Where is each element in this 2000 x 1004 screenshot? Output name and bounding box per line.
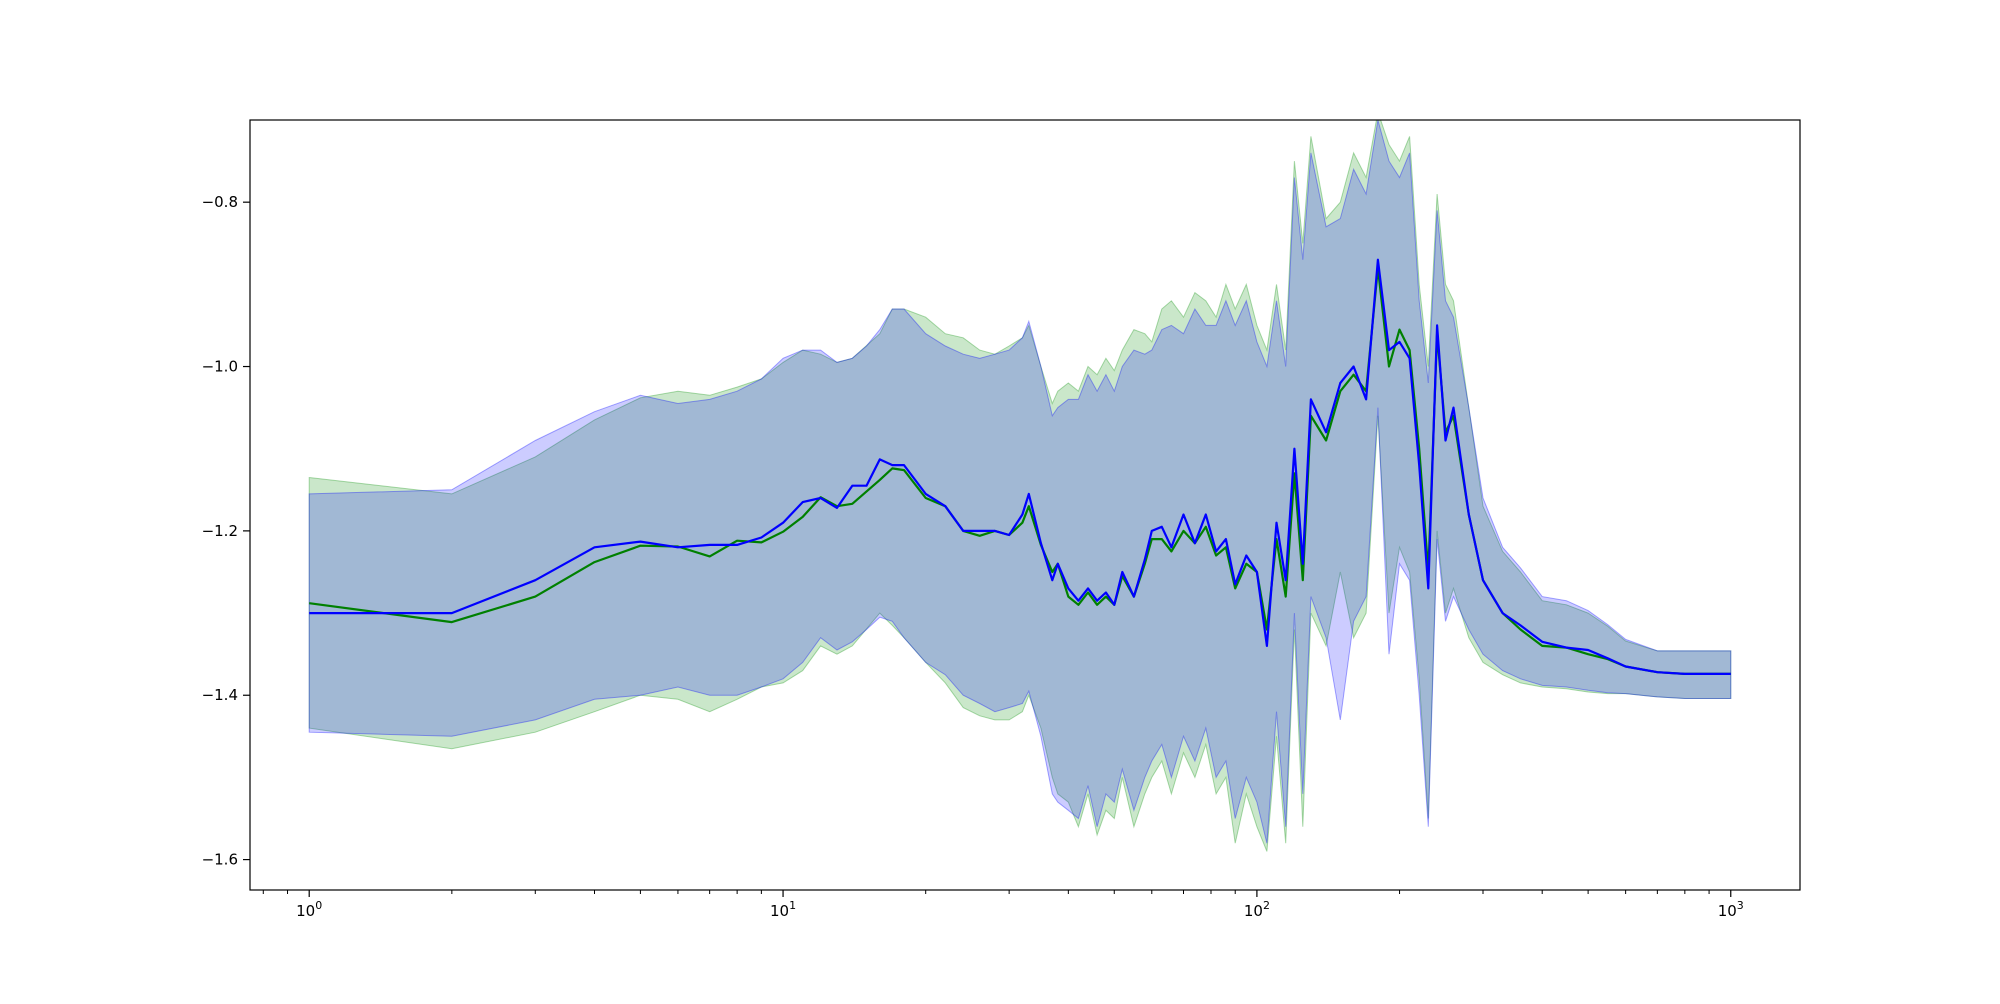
plot-frame [249,119,1801,891]
x-tick-label-base: 10 [1244,902,1263,920]
y-tick-label: −0.8 [202,193,238,211]
x-tick-label-base: 10 [770,902,789,920]
y-axis: −0.8 −1.0 −1.2 −1.4 −1.6 [202,193,250,869]
x-tick-label-exponent: 3 [1737,899,1744,912]
x-tick-label-base: 10 [1718,902,1737,920]
x-tick-label-exponent: 2 [1263,899,1270,912]
x-tick-label: 103 [1718,899,1744,920]
x-tick-label: 101 [770,899,796,920]
series-2-line [309,258,1731,676]
y-tick-label: −1.0 [202,358,238,376]
x-tick-label: 100 [296,899,322,920]
series-1-line [309,266,1731,676]
y-tick-label: −1.4 [202,686,238,704]
x-tick-label-exponent: 1 [789,899,796,912]
y-tick-label: −1.2 [202,522,238,540]
x-tick-label: 102 [1244,899,1270,920]
x-tick-label-base: 10 [296,902,315,920]
x-tick-label-exponent: 0 [315,899,322,912]
y-tick-label: −1.6 [202,851,238,869]
series-lines [309,258,1731,676]
x-axis: 100 101 102 103 [262,890,1744,920]
